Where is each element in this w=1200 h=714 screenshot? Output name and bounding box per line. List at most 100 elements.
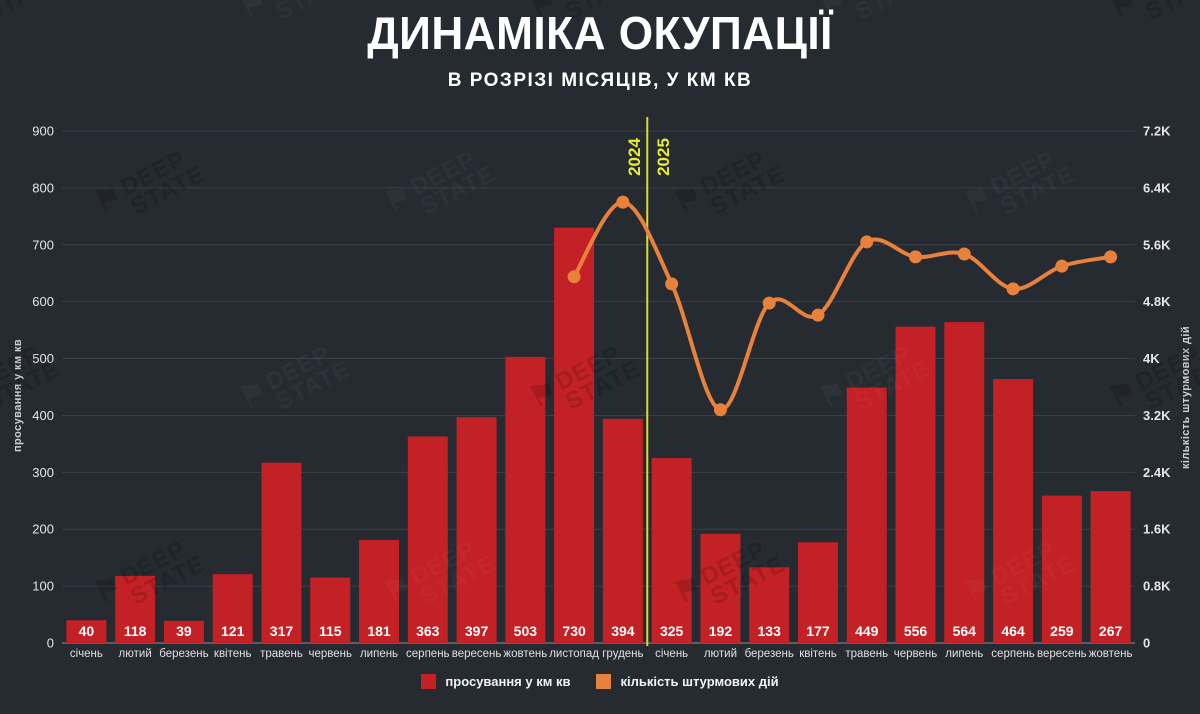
line-series-swatch (596, 674, 612, 689)
bar-value-label: 730 (562, 623, 586, 639)
right-axis-title: кількість штурмових дій (1180, 326, 1192, 469)
right-axis-tick-label: 5.6K (1143, 237, 1171, 252)
bar-value-label: 177 (806, 623, 830, 639)
month-tick-label: серпень (406, 648, 450, 660)
bar-series-label: просування у км кв (445, 674, 571, 689)
line-point-marker (762, 296, 776, 310)
bar (310, 577, 351, 643)
bar (554, 227, 595, 643)
line-point-marker (665, 277, 679, 291)
chart-subtitle: В РОЗРІЗІ МІСЯЦІВ, У КМ КВ (447, 70, 753, 91)
line-point-marker (957, 247, 971, 261)
line-point-marker (616, 195, 630, 209)
bar (993, 379, 1034, 643)
bar (407, 436, 448, 643)
bar (1041, 495, 1082, 643)
right-axis-tick-label: 4.8K (1143, 294, 1171, 309)
line-series-label: кількість штурмових дій (620, 674, 779, 689)
bar-value-label: 564 (953, 623, 977, 639)
line-point-marker (567, 270, 581, 284)
bar (602, 418, 643, 643)
bar (212, 574, 253, 643)
bar (1090, 491, 1131, 643)
month-tick-label: липень (945, 648, 983, 660)
assault-actions-line (572, 200, 1113, 412)
line-point-marker (909, 250, 923, 264)
month-tick-label: травень (260, 648, 303, 660)
bar (700, 533, 741, 643)
month-tick-label: листопад (549, 648, 599, 660)
left-axis-tick-label: 500 (32, 351, 54, 366)
bar-value-label: 394 (611, 623, 635, 639)
left-axis-tick-label: 0 (47, 636, 54, 651)
right-axis-tick-label: 3.2K (1143, 408, 1171, 423)
bar-value-label: 556 (904, 623, 928, 639)
bar-value-label: 192 (709, 623, 733, 639)
bar (895, 326, 936, 643)
year-label-2024: 2024 (625, 138, 644, 176)
bar-value-label: 449 (855, 623, 879, 639)
bar (163, 620, 204, 643)
bar-value-label: 317 (270, 623, 294, 639)
left-axis-tick-label: 200 (32, 522, 54, 537)
month-tick-label: травень (845, 648, 888, 660)
line-point-marker (713, 403, 727, 417)
month-tick-label: вересень (452, 648, 502, 660)
month-tick-label: серпень (991, 648, 1035, 660)
left-axis-tick-label: 600 (32, 294, 54, 309)
left-axis-tick-label: 700 (32, 237, 54, 252)
bar (749, 567, 790, 643)
right-axis-tick-label: 2.4K (1143, 465, 1171, 480)
right-axis-tick-label: 6.4K (1143, 180, 1171, 195)
month-tick-label: липень (360, 648, 398, 660)
month-tick-label: лютий (704, 648, 737, 660)
bar (261, 462, 302, 643)
right-axis-tick-label: 4K (1143, 351, 1160, 366)
legend-item-line: кількість штурмових дій (596, 674, 779, 689)
bar (359, 540, 400, 643)
month-tick-label: лютий (119, 648, 152, 660)
bar-value-label: 39 (176, 623, 192, 639)
line-point-marker (811, 308, 825, 322)
right-axis-tick-label: 1.6K (1143, 522, 1171, 537)
right-axis-tick-label: 0.8K (1143, 579, 1171, 594)
bar-value-label: 115 (319, 623, 342, 639)
month-tick-label: січень (70, 648, 103, 660)
right-axis-tick-label: 0 (1143, 636, 1150, 651)
month-tick-label: вересень (1037, 648, 1087, 660)
line-point-marker (860, 235, 874, 249)
bar (846, 387, 887, 643)
bar-value-label: 40 (79, 623, 95, 639)
bar (651, 458, 692, 643)
left-axis-tick-label: 100 (32, 579, 54, 594)
month-tick-label: березень (745, 648, 794, 660)
legend: просування у км кв кількість штурмових д… (0, 674, 1200, 689)
line-point-marker (1055, 259, 1069, 273)
bar-value-label: 325 (660, 623, 684, 639)
bar-value-label: 259 (1050, 623, 1074, 639)
bar-value-label: 133 (758, 623, 782, 639)
legend-item-bars: просування у км кв (421, 674, 570, 689)
month-tick-label: квітень (214, 648, 252, 660)
left-axis-tick-label: 300 (32, 465, 54, 480)
bar (456, 417, 497, 643)
month-tick-label: грудень (602, 648, 643, 660)
left-axis-title: просування у км кв (12, 338, 24, 452)
bar-value-label: 118 (124, 623, 147, 639)
bar-value-label: 267 (1099, 623, 1123, 639)
left-axis-tick-label: 800 (32, 180, 54, 195)
bar (66, 620, 107, 643)
month-tick-label: січень (655, 648, 688, 660)
line-point-marker (1104, 250, 1118, 264)
bar-series-swatch (421, 674, 437, 689)
month-tick-label: червень (308, 648, 352, 660)
line-point-marker (1006, 282, 1020, 296)
bar-value-label: 363 (416, 623, 440, 639)
left-axis-tick-label: 400 (32, 408, 54, 423)
month-tick-label: квітень (799, 648, 837, 660)
year-label-2025: 2025 (654, 138, 673, 176)
bar-value-label: 503 (514, 623, 538, 639)
month-tick-label: жовтень (1089, 648, 1133, 660)
right-axis-tick-label: 7.2K (1143, 124, 1171, 139)
